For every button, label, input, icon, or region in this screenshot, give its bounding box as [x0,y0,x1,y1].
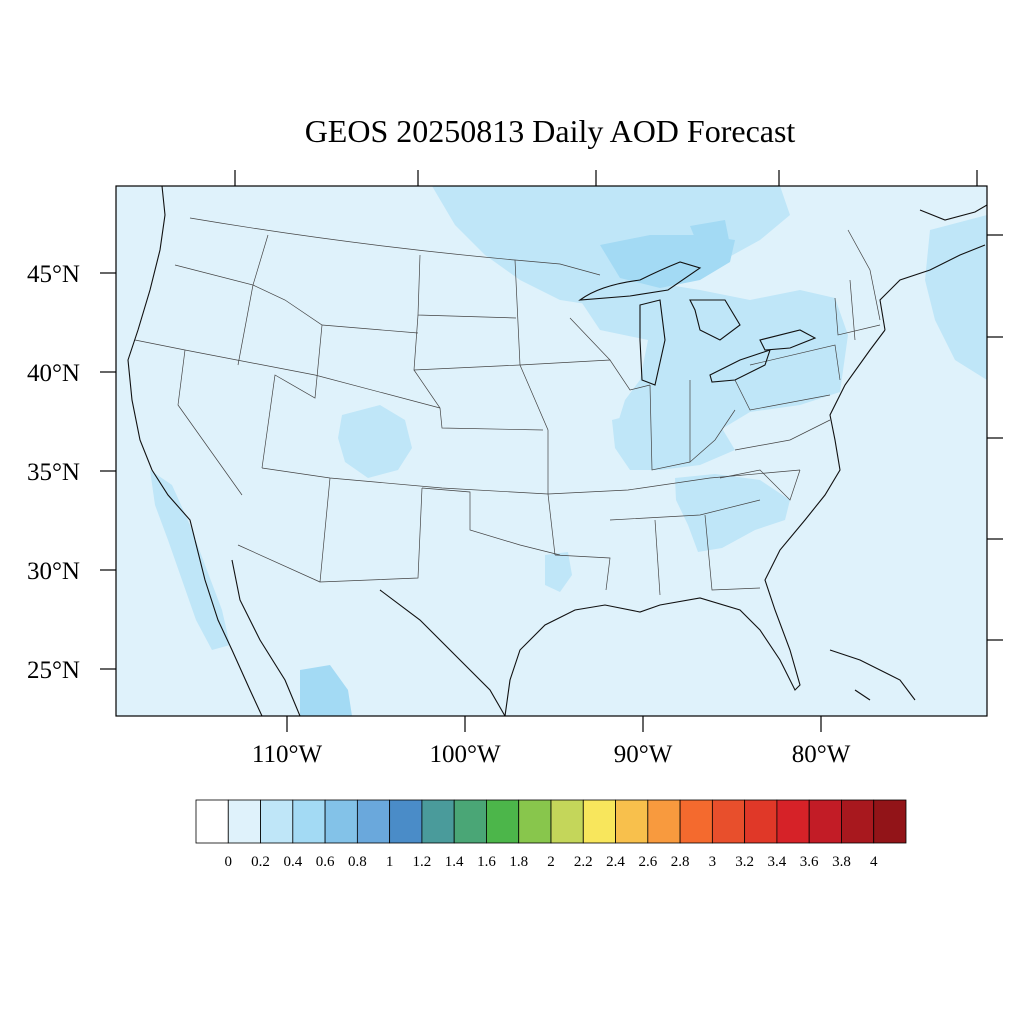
colorbar-swatch [711,799,746,844]
colorbar-label: 2.6 [638,854,657,870]
colorbar-swatch [550,799,584,844]
lat-label: 45°N [27,261,80,288]
colorbar-swatch [647,799,681,844]
colorbar-label: 1.8 [509,854,528,870]
colorbar-label: 2.8 [671,854,690,870]
lon-label: 80°W [792,741,851,768]
colorbar-label: 4 [870,854,878,870]
southeast-plume [675,474,790,552]
colorado-plume [338,405,412,478]
colorbar-swatch [356,799,391,844]
colorbar-label: 0.8 [348,854,367,870]
atlantic-plume [925,215,987,380]
map-panel: 45°N 40°N 35°N 30°N 25°N 110°W 100°W 90°… [27,170,1003,768]
colorbar-swatch [582,799,616,844]
colorbar-swatch [195,799,229,844]
colorbar-label: 1 [386,854,394,870]
colorbar-label: 0 [225,854,233,870]
colorbar-swatch [518,799,552,844]
state-boundaries [134,217,881,596]
colorbar-label: 2.2 [574,854,593,870]
colorbar-swatch [260,799,294,844]
colorbar-label: 3.6 [800,854,819,870]
latitude-labels: 45°N 40°N 35°N 30°N 25°N [27,261,80,684]
colorbar-label: 3 [709,854,717,870]
quebec-core [690,220,730,250]
colorbar-label: 1.4 [445,854,464,870]
sw-mexico-plume [300,665,352,716]
colorbar-swatch [873,799,907,844]
colorbar: 0 0.2 0.4 0.6 0.8 1 1.2 1.4 1.6 1.8 2 2.2 2.4 2.6 2.8 3… [195,799,907,870]
east-texas-plume [545,552,572,592]
colorbar-label: 1.6 [477,854,496,870]
right-ticks [987,234,1003,641]
great-lakes-plume [580,282,848,448]
colorbar-swatch [421,799,455,844]
colorbar-swatch [679,799,713,844]
aod-plumes [150,186,987,716]
colorbar-label: 3.2 [735,854,754,870]
colorbar-label: 2.4 [606,854,625,870]
colorbar-swatch [486,799,520,844]
colorbar-swatch [389,799,423,844]
map-title: GEOS 20250813 Daily AOD Forecast [305,113,796,149]
lat-label: 25°N [27,657,80,684]
longitude-labels: 110°W 100°W 90°W 80°W [252,741,851,768]
colorbar-label: 2 [547,854,555,870]
lon-label: 90°W [614,741,673,768]
colorbar-label: 3.4 [768,854,787,870]
colorbar-swatch [453,799,487,844]
top-ticks [234,170,978,186]
bottom-ticks [286,716,822,732]
colorbar-label: 1.2 [413,854,432,870]
map-frame [115,185,988,717]
baja-plume [150,470,230,650]
colorbar-swatch [776,799,810,844]
coastlines [127,186,987,716]
colorbar-swatch [841,799,875,844]
lat-label: 40°N [27,360,80,387]
colorbar-swatch [227,799,261,844]
left-ticks [100,272,116,670]
colorbar-swatch [292,799,326,844]
colorbar-label: 0.2 [251,854,270,870]
colorbar-swatch [808,799,842,844]
lat-label: 30°N [27,558,80,585]
colorbar-label: 3.8 [832,854,851,870]
ohio-valley-plume [612,410,735,470]
lat-label: 35°N [27,459,80,486]
lon-label: 110°W [252,741,323,768]
colorbar-swatch [744,799,778,844]
colorbar-swatch [324,799,358,844]
lon-label: 100°W [429,741,500,768]
colorbar-swatch [615,799,649,844]
colorbar-label: 0.4 [283,854,302,870]
colorbar-label: 0.6 [316,854,335,870]
